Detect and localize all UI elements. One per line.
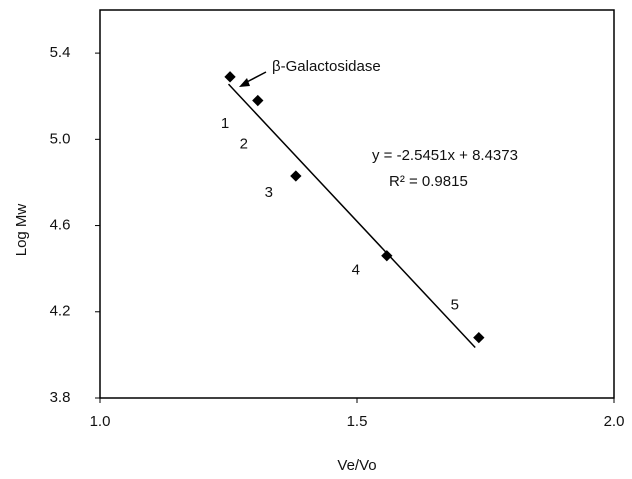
r-squared: R² = 0.9815 <box>389 173 468 190</box>
y-tick-label: 5.0 <box>50 130 71 147</box>
x-tick-label: 1.0 <box>90 413 111 430</box>
equation: y = -2.5451x + 8.4373 <box>372 147 518 164</box>
point-label: 1 <box>221 115 229 132</box>
x-axis-label: Ve/Vo <box>337 457 376 474</box>
y-tick-label: 5.4 <box>50 44 71 61</box>
y-tick-label: 4.6 <box>50 217 71 234</box>
point <box>473 331 485 344</box>
x-tick-label: 1.5 <box>347 413 368 430</box>
y-tick-label: 3.8 <box>50 389 71 406</box>
arrow-head <box>239 78 250 87</box>
annotation: β-Galactosidase <box>272 58 381 75</box>
point <box>381 250 393 262</box>
point <box>224 71 236 83</box>
point-label: 4 <box>352 262 360 279</box>
point <box>290 170 302 182</box>
y-tick-label: 4.2 <box>50 303 71 320</box>
point-label: 3 <box>265 184 273 201</box>
y-axis-label: Log Mw <box>13 204 30 257</box>
x-tick-label: 2.0 <box>604 413 625 430</box>
point <box>252 94 264 107</box>
trendline <box>227 83 476 349</box>
point-label: 5 <box>451 297 459 314</box>
point-label: 2 <box>240 136 248 153</box>
